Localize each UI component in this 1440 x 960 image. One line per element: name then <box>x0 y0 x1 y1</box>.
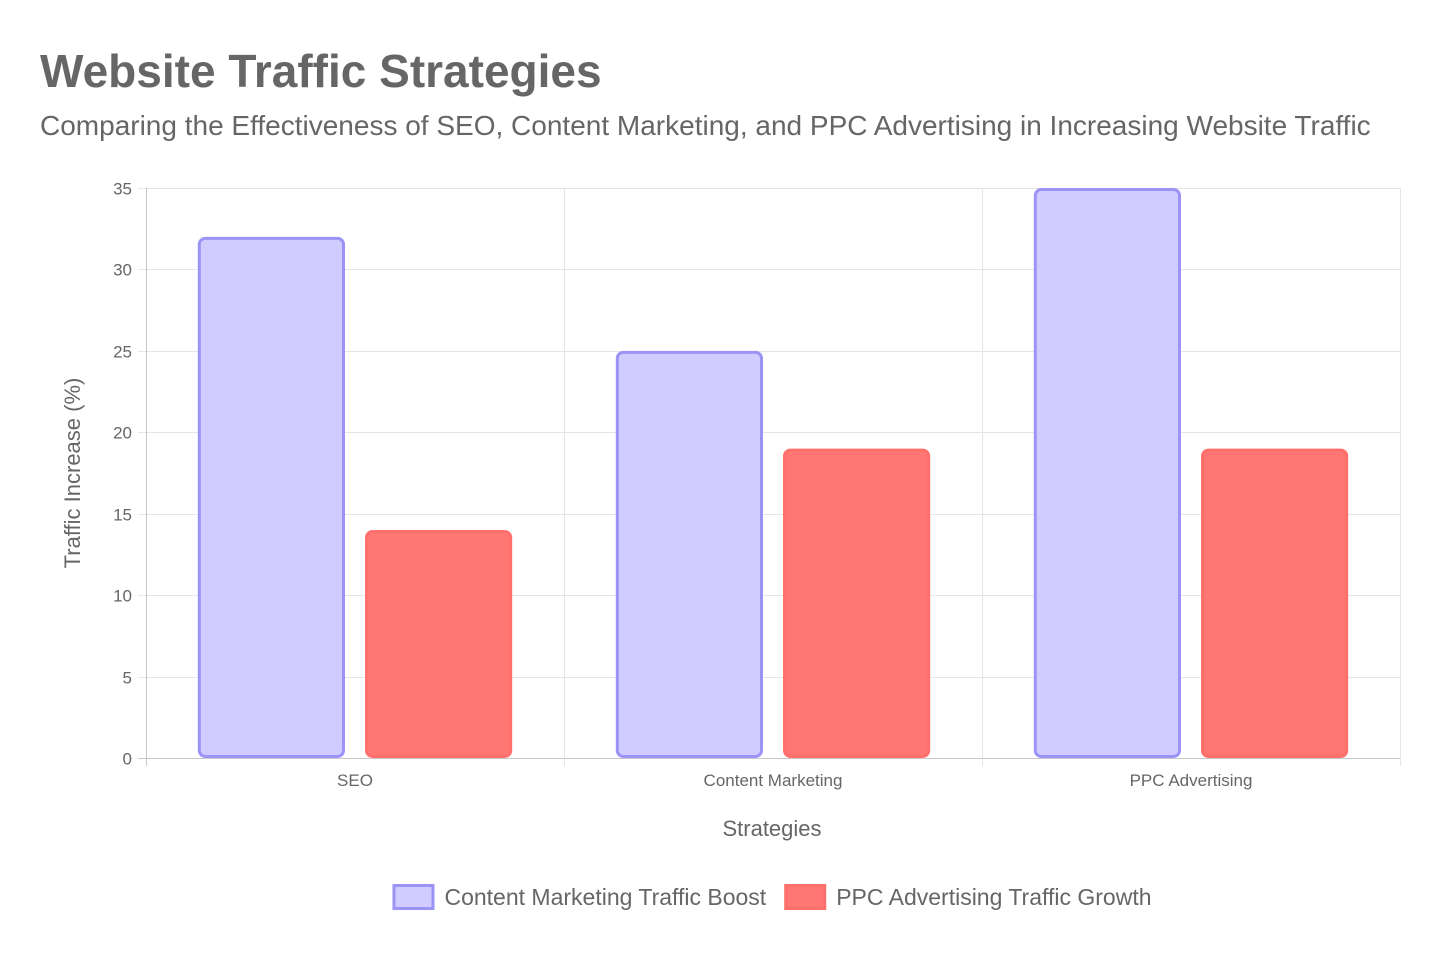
grid-lines <box>138 188 1401 766</box>
x-tick-label: PPC Advertising <box>1130 771 1253 790</box>
y-tick-label: 20 <box>113 424 132 443</box>
chart-title: Website Traffic Strategies <box>40 45 602 97</box>
y-tick-label: 35 <box>113 180 132 199</box>
legend: Content Marketing Traffic Boost PPC Adver… <box>392 884 1152 910</box>
bar-content-marketing-traffic-boost-content-marketing <box>615 350 763 758</box>
y-axis-title: Traffic Increase (%) <box>60 378 85 569</box>
y-tick-label: 5 <box>123 669 132 688</box>
bar-ppc-advertising-traffic-growth-seo <box>365 530 513 758</box>
legend-label: Content Marketing Traffic Boost <box>444 884 766 910</box>
bar-ppc-advertising-traffic-growth-ppc-advertising <box>1201 448 1349 758</box>
bar-content-marketing-traffic-boost-ppc-advertising <box>1033 188 1182 758</box>
bars <box>197 188 1349 759</box>
x-axis-ticks: SEO Content Marketing PPC Advertising <box>337 771 1252 790</box>
legend-swatch <box>784 884 827 910</box>
y-axis-ticks: 0 5 10 15 20 25 30 35 <box>113 180 132 769</box>
y-tick-label: 15 <box>113 506 132 525</box>
x-tick-label: SEO <box>337 771 373 790</box>
bar-ppc-advertising-traffic-growth-content-marketing <box>783 448 931 758</box>
x-axis-title: Strategies <box>722 816 821 841</box>
x-tick-label: Content Marketing <box>704 771 843 790</box>
chart-subtitle: Comparing the Effectiveness of SEO, Cont… <box>40 110 1371 141</box>
y-tick-label: 30 <box>113 261 132 280</box>
legend-label: PPC Advertising Traffic Growth <box>836 884 1151 910</box>
y-tick-label: 25 <box>113 343 132 362</box>
y-tick-label: 0 <box>123 750 132 769</box>
legend-swatch <box>392 884 435 910</box>
bar-content-marketing-traffic-boost-seo <box>197 236 345 759</box>
y-tick-label: 10 <box>113 587 132 606</box>
